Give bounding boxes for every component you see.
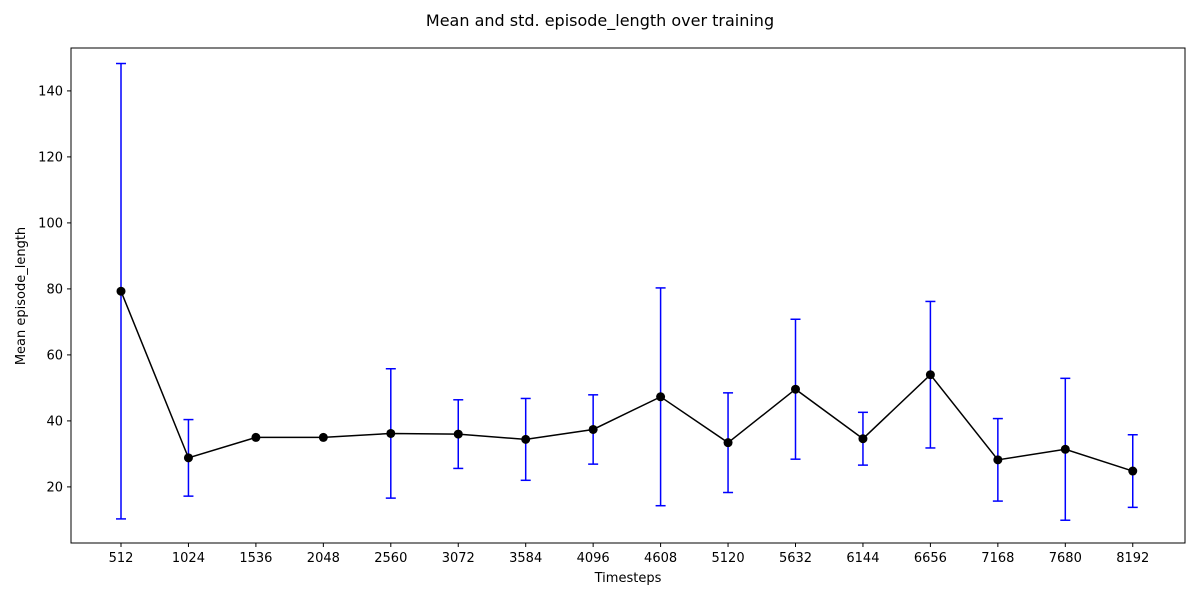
data-point (925, 370, 935, 380)
x-tick-label: 1536 (239, 551, 272, 566)
chart-title: Mean and std. episode_length over traini… (426, 11, 774, 31)
series-line-group (120, 290, 1133, 472)
x-tick-label: 3072 (442, 551, 475, 566)
data-point (656, 392, 666, 402)
x-tick-label: 2560 (374, 551, 407, 566)
y-tick-label: 140 (38, 84, 63, 99)
data-point (183, 453, 193, 463)
data-point (1060, 444, 1070, 454)
y-tick-label: 20 (46, 480, 63, 495)
y-axis-ticks: 20 40 60 80 100 120 140 (38, 84, 71, 495)
data-point (858, 434, 868, 444)
x-axis-label: Timesteps (594, 571, 662, 586)
data-point (791, 384, 800, 394)
x-tick-label: 2048 (307, 551, 340, 566)
plot-area (70, 47, 1186, 544)
x-tick-label: 8192 (1116, 551, 1149, 566)
x-tick-label: 1024 (172, 551, 205, 566)
y-tick-label: 120 (38, 150, 63, 165)
x-tick-label: 512 (109, 551, 134, 566)
y-tick-label: 100 (38, 216, 63, 231)
y-tick-label: 80 (46, 282, 63, 297)
x-tick-label: 3584 (509, 551, 542, 566)
y-axis-label: Mean episode_length (14, 227, 29, 365)
data-point (116, 286, 126, 296)
x-tick-label: 7168 (981, 551, 1014, 566)
x-tick-label: 4608 (644, 551, 677, 566)
data-point (453, 429, 463, 439)
x-tick-label: 5120 (712, 551, 745, 566)
data-point (318, 432, 328, 442)
series-line (120, 290, 1133, 472)
data-point (993, 455, 1003, 465)
data-point (1128, 466, 1138, 476)
y-tick-label: 60 (46, 348, 63, 363)
data-point (723, 438, 733, 448)
x-tick-label: 6144 (846, 551, 879, 566)
x-tick-label: 4096 (577, 551, 610, 566)
x-axis-ticks: 512 1024 1536 2048 2560 3072 3584 4096 4608 5120 5… (109, 543, 1149, 566)
data-point (386, 428, 396, 438)
data-point (588, 424, 598, 434)
x-tick-label: 6656 (914, 551, 947, 566)
x-tick-label: 5632 (779, 551, 812, 566)
data-markers (116, 286, 1138, 476)
x-tick-label: 7680 (1049, 551, 1082, 566)
y-tick-label: 40 (46, 414, 63, 429)
data-point (521, 434, 531, 444)
data-point (251, 432, 261, 442)
